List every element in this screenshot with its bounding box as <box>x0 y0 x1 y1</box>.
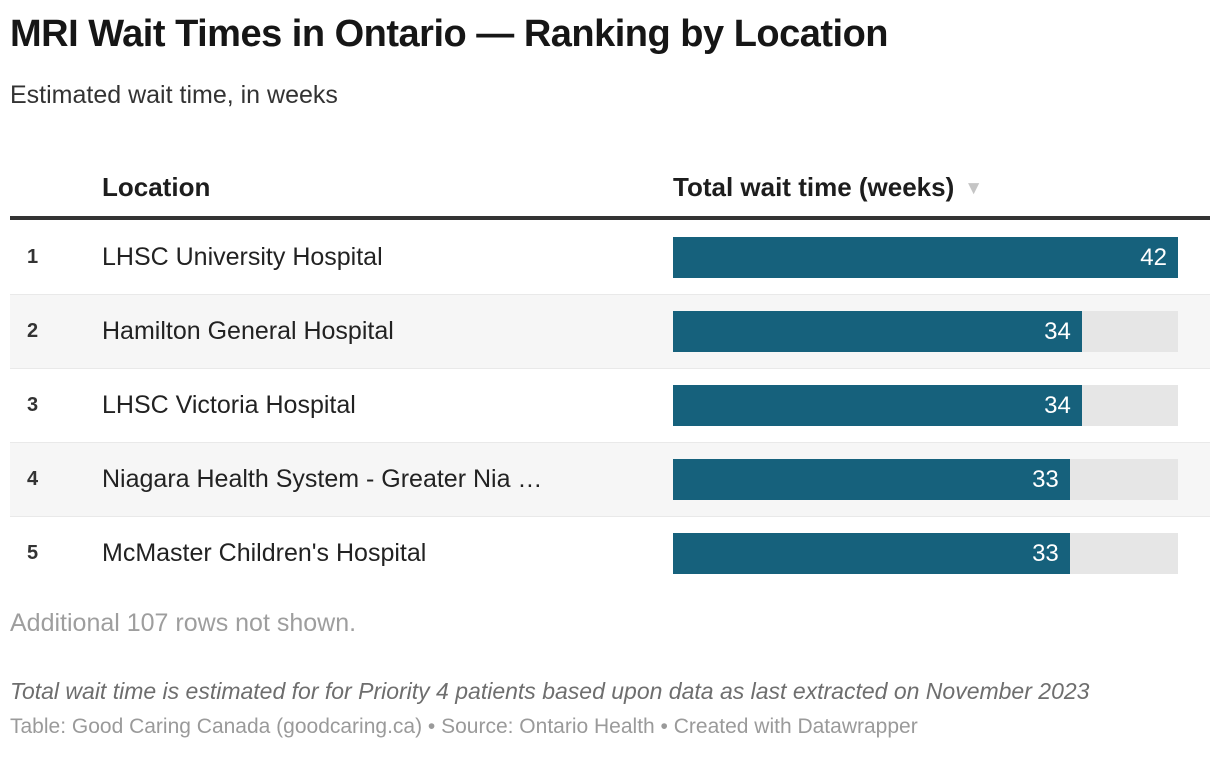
location-cell: McMaster Children's Hospital <box>102 539 427 567</box>
table-row: 1 LHSC University Hospital 42 <box>10 220 1210 294</box>
bar-value-label: 34 <box>1044 318 1071 345</box>
bar-track: 33 <box>673 459 1178 500</box>
bar-track: 34 <box>673 385 1178 426</box>
wait-time-bar: 42 <box>673 236 1178 278</box>
wait-time-bar: 33 <box>673 459 1070 500</box>
table-body: 1 LHSC University Hospital 42 2 Hamilton… <box>10 220 1210 590</box>
location-header-label: Location <box>102 171 211 202</box>
bar-value-label: 33 <box>1032 540 1059 567</box>
bar-cell: 33 <box>673 459 1210 500</box>
wait-time-bar: 34 <box>673 385 1082 426</box>
bar-value-label: 34 <box>1044 392 1071 419</box>
wait-time-bar: 33 <box>673 533 1070 574</box>
column-header-value[interactable]: Total wait time (weeks) ▼ <box>673 172 1210 203</box>
value-header-label: Total wait time (weeks) <box>673 171 955 202</box>
location-cell: Hamilton General Hospital <box>102 317 394 345</box>
more-rows-note: Additional 107 rows not shown. <box>10 609 357 637</box>
table-row: 3 LHSC Victoria Hospital 34 <box>10 368 1210 442</box>
column-header-location[interactable]: Location <box>102 172 673 203</box>
bar-track: 42 <box>673 236 1178 278</box>
ranking-table: Location Total wait time (weeks) ▼ 1 LHSC… <box>10 158 1210 590</box>
bar-track: 33 <box>673 533 1178 574</box>
chart-title: MRI Wait Times in Ontario — Ranking by L… <box>10 13 889 55</box>
table-row: 5 McMaster Children's Hospital 33 <box>10 516 1210 590</box>
footnote: Total wait time is estimated for for Pri… <box>10 678 1090 704</box>
rank-cell: 5 <box>27 542 39 564</box>
bar-cell: 33 <box>673 533 1210 574</box>
rank-cell: 2 <box>27 320 39 342</box>
sort-descending-icon: ▼ <box>964 177 984 199</box>
rank-cell: 3 <box>27 394 39 416</box>
bar-cell: 34 <box>673 385 1210 426</box>
chart-subtitle: Estimated wait time, in weeks <box>10 81 338 109</box>
bar-value-label: 42 <box>1140 243 1167 271</box>
table-row: 4 Niagara Health System - Greater Nia … … <box>10 442 1210 516</box>
bar-cell: 34 <box>673 311 1210 352</box>
table-row: 2 Hamilton General Hospital 34 <box>10 294 1210 368</box>
bar-track: 34 <box>673 311 1178 352</box>
wait-time-bar: 34 <box>673 311 1082 352</box>
chart-container: MRI Wait Times in Ontario — Ranking by L… <box>10 13 1210 738</box>
location-cell: LHSC University Hospital <box>102 242 383 271</box>
location-cell: Niagara Health System - Greater Nia … <box>102 465 543 493</box>
table-header-row: Location Total wait time (weeks) ▼ <box>10 158 1210 220</box>
rank-cell: 4 <box>27 468 39 490</box>
rank-cell: 1 <box>27 245 39 268</box>
bar-cell: 42 <box>673 236 1210 278</box>
bar-value-label: 33 <box>1032 466 1059 493</box>
location-cell: LHSC Victoria Hospital <box>102 391 356 419</box>
byline: Table: Good Caring Canada (goodcaring.ca… <box>10 715 918 738</box>
